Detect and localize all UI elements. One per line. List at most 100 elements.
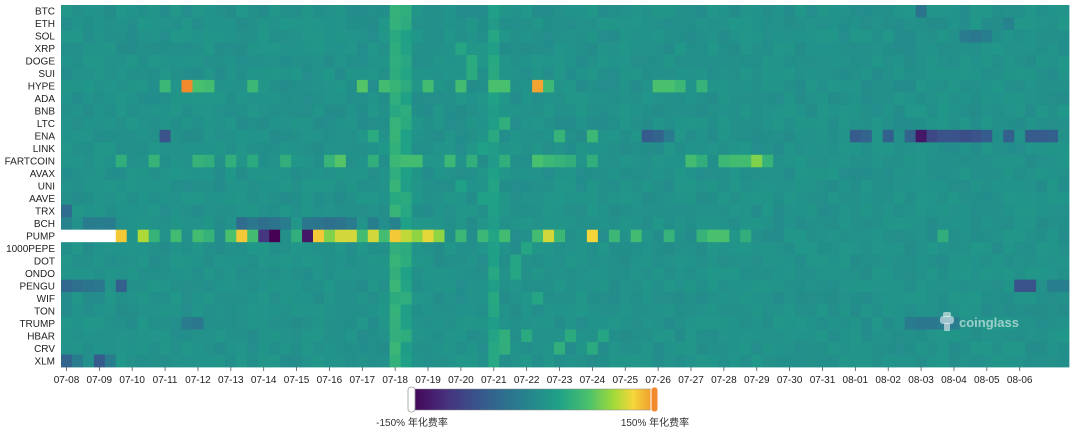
heatmap-cell-SUI-59 (707, 67, 719, 81)
heatmap-cell-HYPE-62 (740, 79, 752, 93)
heatmap-cell-SUI-24 (323, 67, 336, 81)
heatmap-cell-XRP-67 (795, 42, 807, 56)
heatmap-cell-DOT-37 (466, 254, 478, 268)
heatmap-cell-PENGU-59 (707, 279, 719, 293)
heatmap-cell-PENGU-69 (817, 279, 829, 293)
heatmap-cell-HYPE-48 (586, 79, 599, 93)
colorbar-max-handle[interactable] (650, 386, 659, 413)
heatmap-cell-HYPE-24 (323, 79, 336, 93)
heatmap-cell-CRV-4 (104, 342, 117, 355)
heatmap-cell-CRV-6 (126, 342, 139, 355)
heatmap-cell-AVAX-90 (1047, 167, 1059, 181)
heatmap-cell-ENA-64 (762, 129, 774, 143)
heatmap-cell-CRV-80 (937, 342, 949, 355)
heatmap-cell-TON-62 (740, 304, 752, 318)
heatmap-cell-AAVE-38 (477, 192, 489, 206)
heatmap-cell-XLM-79 (926, 354, 938, 368)
heatmap-cell-BTC-5 (115, 5, 128, 18)
heatmap-cell-ENA-46 (565, 129, 577, 143)
heatmap-cell-LTC-87 (1014, 117, 1026, 131)
heatmap-cell-FARTCOIN-57 (685, 154, 697, 168)
heatmap-cell-SOL-5 (115, 29, 128, 43)
heatmap-cell-XRP-34 (433, 42, 445, 56)
heatmap-cell-DOGE-20 (280, 54, 292, 68)
heatmap-cell-ADA-64 (762, 92, 774, 106)
heatmap-cell-AVAX-91 (1058, 167, 1070, 181)
heatmap-cell-TON-63 (751, 304, 763, 318)
heatmap-cell-SUI-90 (1047, 67, 1059, 81)
heatmap-cell-XRP-27 (356, 42, 369, 56)
heatmap-cell-XLM-62 (740, 354, 752, 368)
heatmap-cell-BCH-32 (411, 217, 423, 231)
heatmap-cell-CRV-69 (817, 342, 829, 355)
heatmap-cell-TON-3 (93, 304, 106, 318)
heatmap-cell-ENA-81 (948, 129, 960, 143)
heatmap-cell-WIF-14 (214, 292, 226, 305)
heatmap-cell-AVAX-45 (554, 167, 566, 181)
heatmap-cell-LTC-12 (192, 117, 204, 131)
heatmap-cell-DOGE-72 (849, 54, 862, 68)
heatmap-cell-PUMP-44 (543, 229, 555, 243)
heatmap-cell-ONDO-35 (444, 267, 456, 281)
heatmap-cell-SUI-54 (652, 67, 665, 81)
heatmap-cell-LTC-5 (115, 117, 128, 131)
heatmap-cell-HYPE-34 (433, 79, 445, 93)
heatmap-cell-ETH-49 (597, 17, 610, 31)
heatmap-cell-TRUMP-82 (959, 317, 971, 330)
heatmap-cell-TRUMP-2 (82, 317, 95, 330)
heatmap-cell-SUI-82 (959, 67, 971, 81)
heatmap-cell-ETH-41 (510, 17, 522, 31)
heatmap-cell-1000PEPE-72 (849, 242, 862, 256)
heatmap-cell-DOGE-17 (247, 54, 259, 68)
heatmap-cell-SOL-77 (904, 29, 917, 43)
heatmap-cell-ONDO-44 (543, 267, 555, 281)
heatmap-cell-SOL-85 (992, 29, 1004, 43)
heatmap-cell-TRX-18 (258, 204, 270, 218)
heatmap-cell-PUMP-80 (937, 229, 949, 243)
heatmap-cell-XLM-84 (981, 354, 993, 368)
heatmap-cell-DOT-67 (795, 254, 807, 268)
heatmap-cell-TRX-90 (1047, 204, 1059, 218)
heatmap-cell-FARTCOIN-30 (389, 154, 402, 168)
heatmap-cell-SUI-5 (115, 67, 128, 81)
heatmap-cell-XRP-77 (904, 42, 917, 56)
heatmap-cell-TRX-15 (225, 204, 237, 218)
heatmap-cell-TON-42 (521, 304, 533, 318)
heatmap-cell-WIF-1 (71, 292, 84, 305)
heatmap-cell-TON-75 (882, 304, 895, 318)
heatmap-cell-PUMP-79 (926, 229, 938, 243)
heatmap-cell-BTC-30 (389, 5, 402, 18)
colorbar-min-handle[interactable] (407, 386, 416, 413)
heatmap-cell-SOL-45 (554, 29, 566, 43)
heatmap-cell-WIF-48 (586, 292, 599, 305)
heatmap-cell-LINK-0 (61, 142, 73, 156)
heatmap-cell-HBAR-87 (1014, 329, 1026, 343)
heatmap-cell-TRX-56 (674, 204, 686, 218)
heatmap-cell-XRP-65 (773, 42, 785, 56)
heatmap-cell-DOT-14 (214, 254, 226, 268)
heatmap-cell-HBAR-25 (334, 329, 347, 343)
heatmap-cell-XRP-59 (707, 42, 719, 56)
heatmap-cell-TON-72 (849, 304, 862, 318)
heatmap-cell-TRX-74 (871, 204, 884, 218)
heatmap-cell-SUI-27 (356, 67, 369, 81)
heatmap-cell-BTC-74 (871, 5, 884, 18)
heatmap-cell-WIF-74 (871, 292, 884, 305)
heatmap-cell-PUMP-61 (729, 229, 741, 243)
heatmap-cell-PENGU-62 (740, 279, 752, 293)
heatmap-cell-DOGE-46 (565, 54, 577, 68)
heatmap-cell-TRUMP-12 (192, 317, 204, 330)
heatmap-cell-BCH-30 (389, 217, 402, 231)
heatmap-cell-DOT-78 (915, 254, 927, 268)
heatmap-cell-BNB-37 (466, 104, 478, 118)
heatmap-cell-WIF-91 (1058, 292, 1070, 305)
heatmap-cell-ONDO-79 (926, 267, 938, 281)
heatmap-cell-TRX-0 (61, 204, 73, 218)
heatmap-cell-TRX-42 (521, 204, 533, 218)
heatmap-cell-BCH-12 (192, 217, 204, 231)
heatmap-cell-BCH-48 (586, 217, 599, 231)
heatmap-cell-LTC-73 (860, 117, 873, 131)
heatmap-cell-DOT-71 (838, 254, 851, 268)
heatmap-cell-TON-45 (554, 304, 566, 318)
heatmap-cell-LINK-78 (915, 142, 927, 156)
